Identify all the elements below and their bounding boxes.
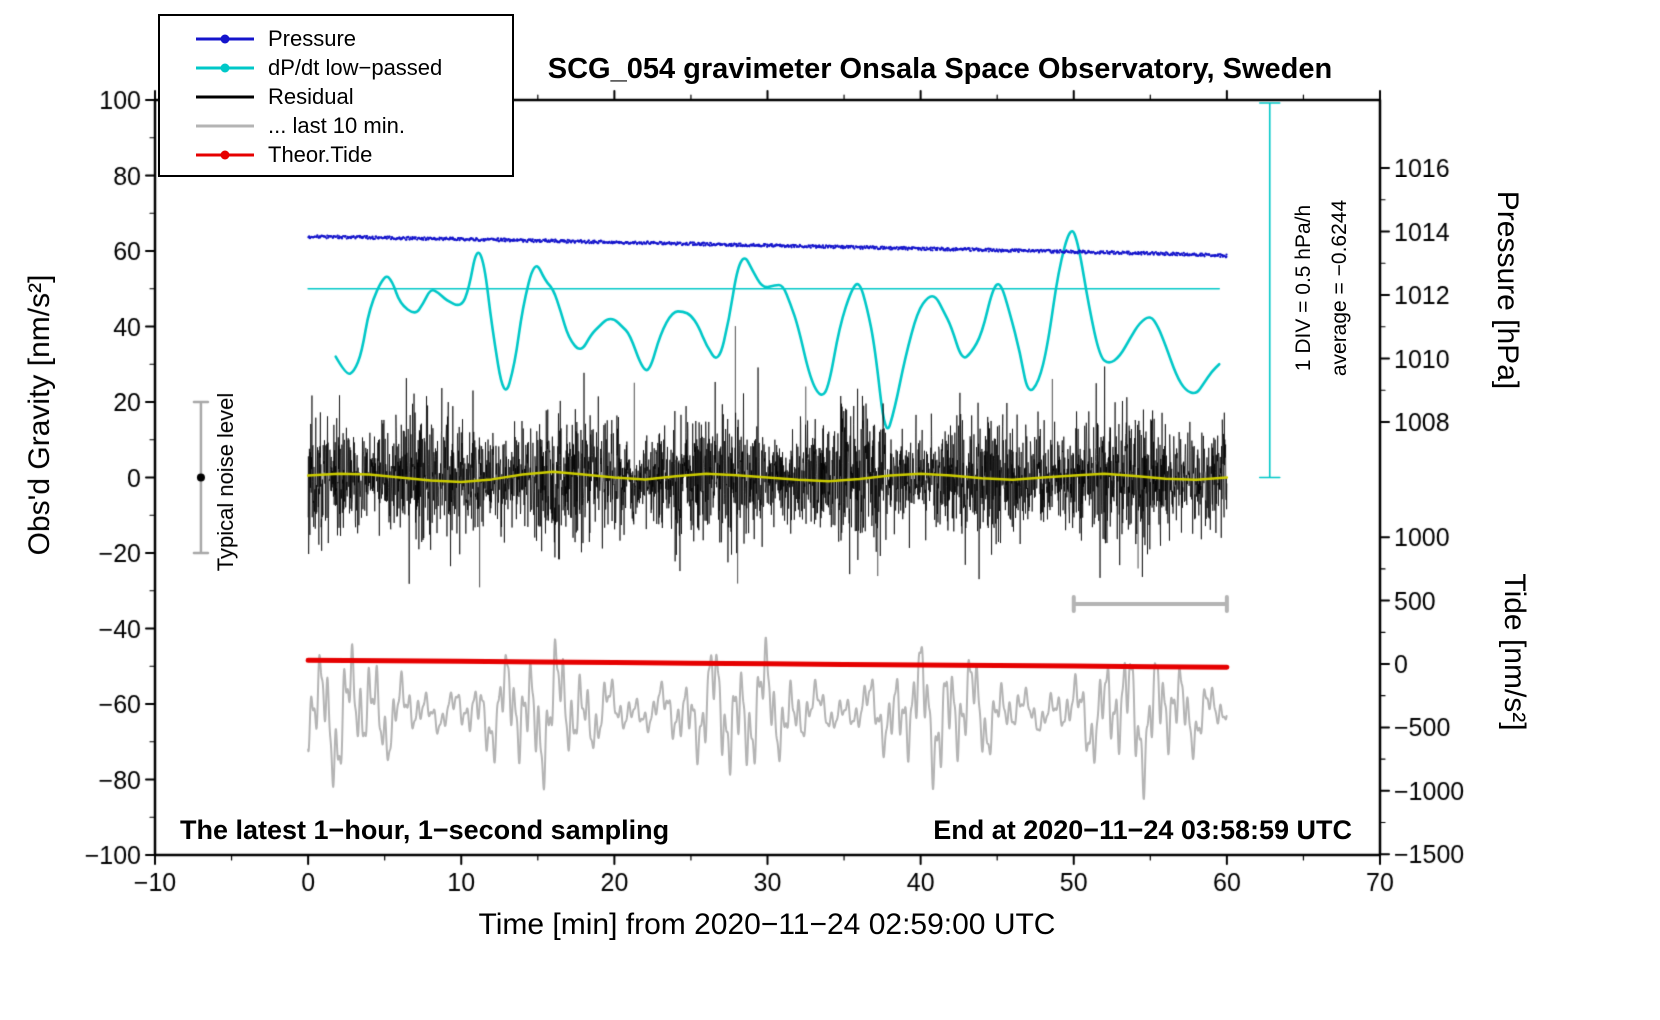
y-axis-label-pressure: Pressure [hPa] xyxy=(1491,190,1524,390)
residual-line-swatch xyxy=(196,91,254,102)
y-axis-label-tide: Tide [nm/s²] xyxy=(1498,573,1531,731)
legend-item-last10min: ... last 10 min. xyxy=(160,111,512,140)
x-axis-label: Time [min] from 2020−11−24 02:59:00 UTC xyxy=(478,908,1056,941)
legend-item-residual: Residual xyxy=(160,82,512,111)
average-annotation: average = −0.6244 xyxy=(1328,199,1351,377)
last10min-line-swatch xyxy=(196,120,254,131)
div-scale-annotation: 1 DIV = 0.5 hPa/h xyxy=(1292,204,1315,372)
pressure-line-swatch xyxy=(196,33,254,44)
legend-label-residual: Residual xyxy=(268,83,354,109)
legend-item-pressure: Pressure xyxy=(160,24,512,53)
noise-level-annotation: Typical noise level xyxy=(213,392,238,572)
dpdt-line-swatch xyxy=(196,62,254,73)
legend-item-theortide: Theor.Tide xyxy=(160,140,512,169)
legend: Pressure dP/dt low−passed Residual ... l… xyxy=(158,14,514,177)
legend-item-dpdt: dP/dt low−passed xyxy=(160,53,512,82)
y-axis-label-gravity: Obs'd Gravity [nm/s²] xyxy=(23,274,56,556)
legend-label-last10min: ... last 10 min. xyxy=(268,112,405,138)
sampling-note: The latest 1−hour, 1−second sampling xyxy=(180,815,670,845)
legend-label-pressure: Pressure xyxy=(268,25,357,51)
end-time-note: End at 2020−11−24 03:58:59 UTC xyxy=(933,815,1352,845)
legend-label-dpdt: dP/dt low−passed xyxy=(268,54,443,80)
chart-title: SCG_054 gravimeter Onsala Space Observat… xyxy=(547,53,1333,85)
theortide-line-swatch xyxy=(196,149,254,160)
legend-label-theortide: Theor.Tide xyxy=(268,141,373,167)
